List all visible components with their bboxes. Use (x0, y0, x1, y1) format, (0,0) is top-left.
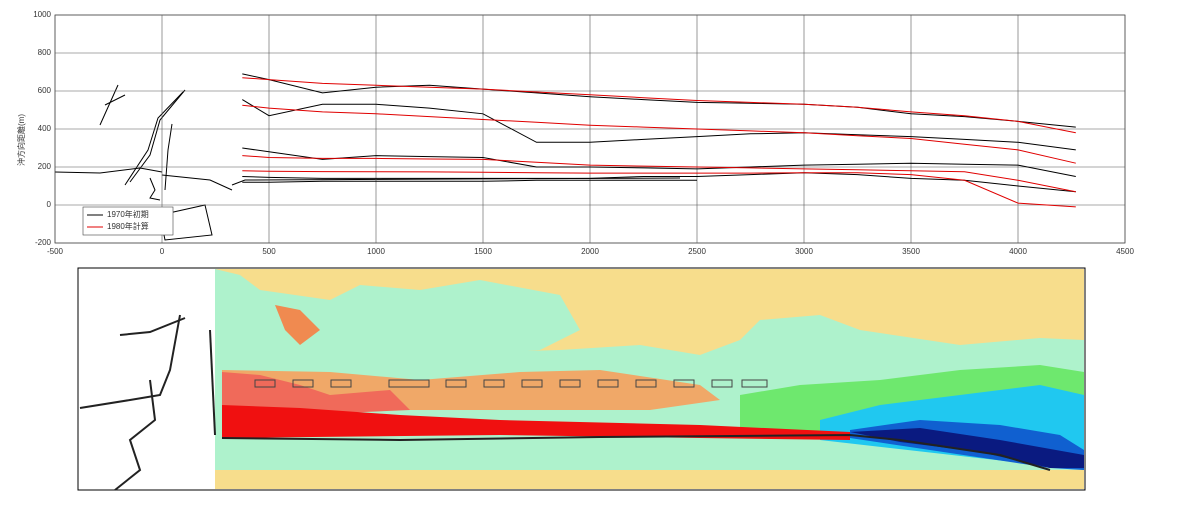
color-map (77, 267, 1086, 491)
legend-label: 1980年計算 (107, 221, 149, 231)
series-line (242, 172, 1076, 193)
legend-label: 1970年初期 (107, 209, 149, 219)
x-tick-label: 2500 (688, 247, 706, 256)
x-tick-label: 1500 (474, 247, 492, 256)
x-tick-label: 500 (262, 247, 276, 256)
x-tick-label: -500 (47, 247, 64, 256)
series-line (242, 77, 1076, 134)
series-line (242, 179, 697, 183)
series-line (242, 73, 1076, 128)
y-tick-label: 400 (38, 124, 52, 133)
y-tick-label: 600 (38, 86, 52, 95)
y-tick-label: -200 (35, 238, 52, 247)
series-line (242, 170, 1076, 208)
y-axis-label: 沖方向距離(m) (16, 114, 26, 166)
series-line (242, 147, 1076, 177)
y-tick-label: 1000 (33, 10, 51, 19)
legend-box (82, 206, 174, 236)
series-line (242, 99, 1076, 151)
series-line (242, 155, 1076, 193)
x-tick-label: 1000 (367, 247, 385, 256)
x-tick-label: 0 (160, 247, 165, 256)
x-tick-label: 4500 (1116, 247, 1134, 256)
y-tick-label: 800 (38, 48, 52, 57)
x-tick-label: 3000 (795, 247, 813, 256)
x-tick-label: 2000 (581, 247, 599, 256)
x-tick-label: 4000 (1009, 247, 1027, 256)
y-tick-label: 200 (38, 162, 52, 171)
y-tick-label: 0 (47, 200, 52, 209)
x-tick-label: 3500 (902, 247, 920, 256)
series-line (242, 104, 1076, 164)
